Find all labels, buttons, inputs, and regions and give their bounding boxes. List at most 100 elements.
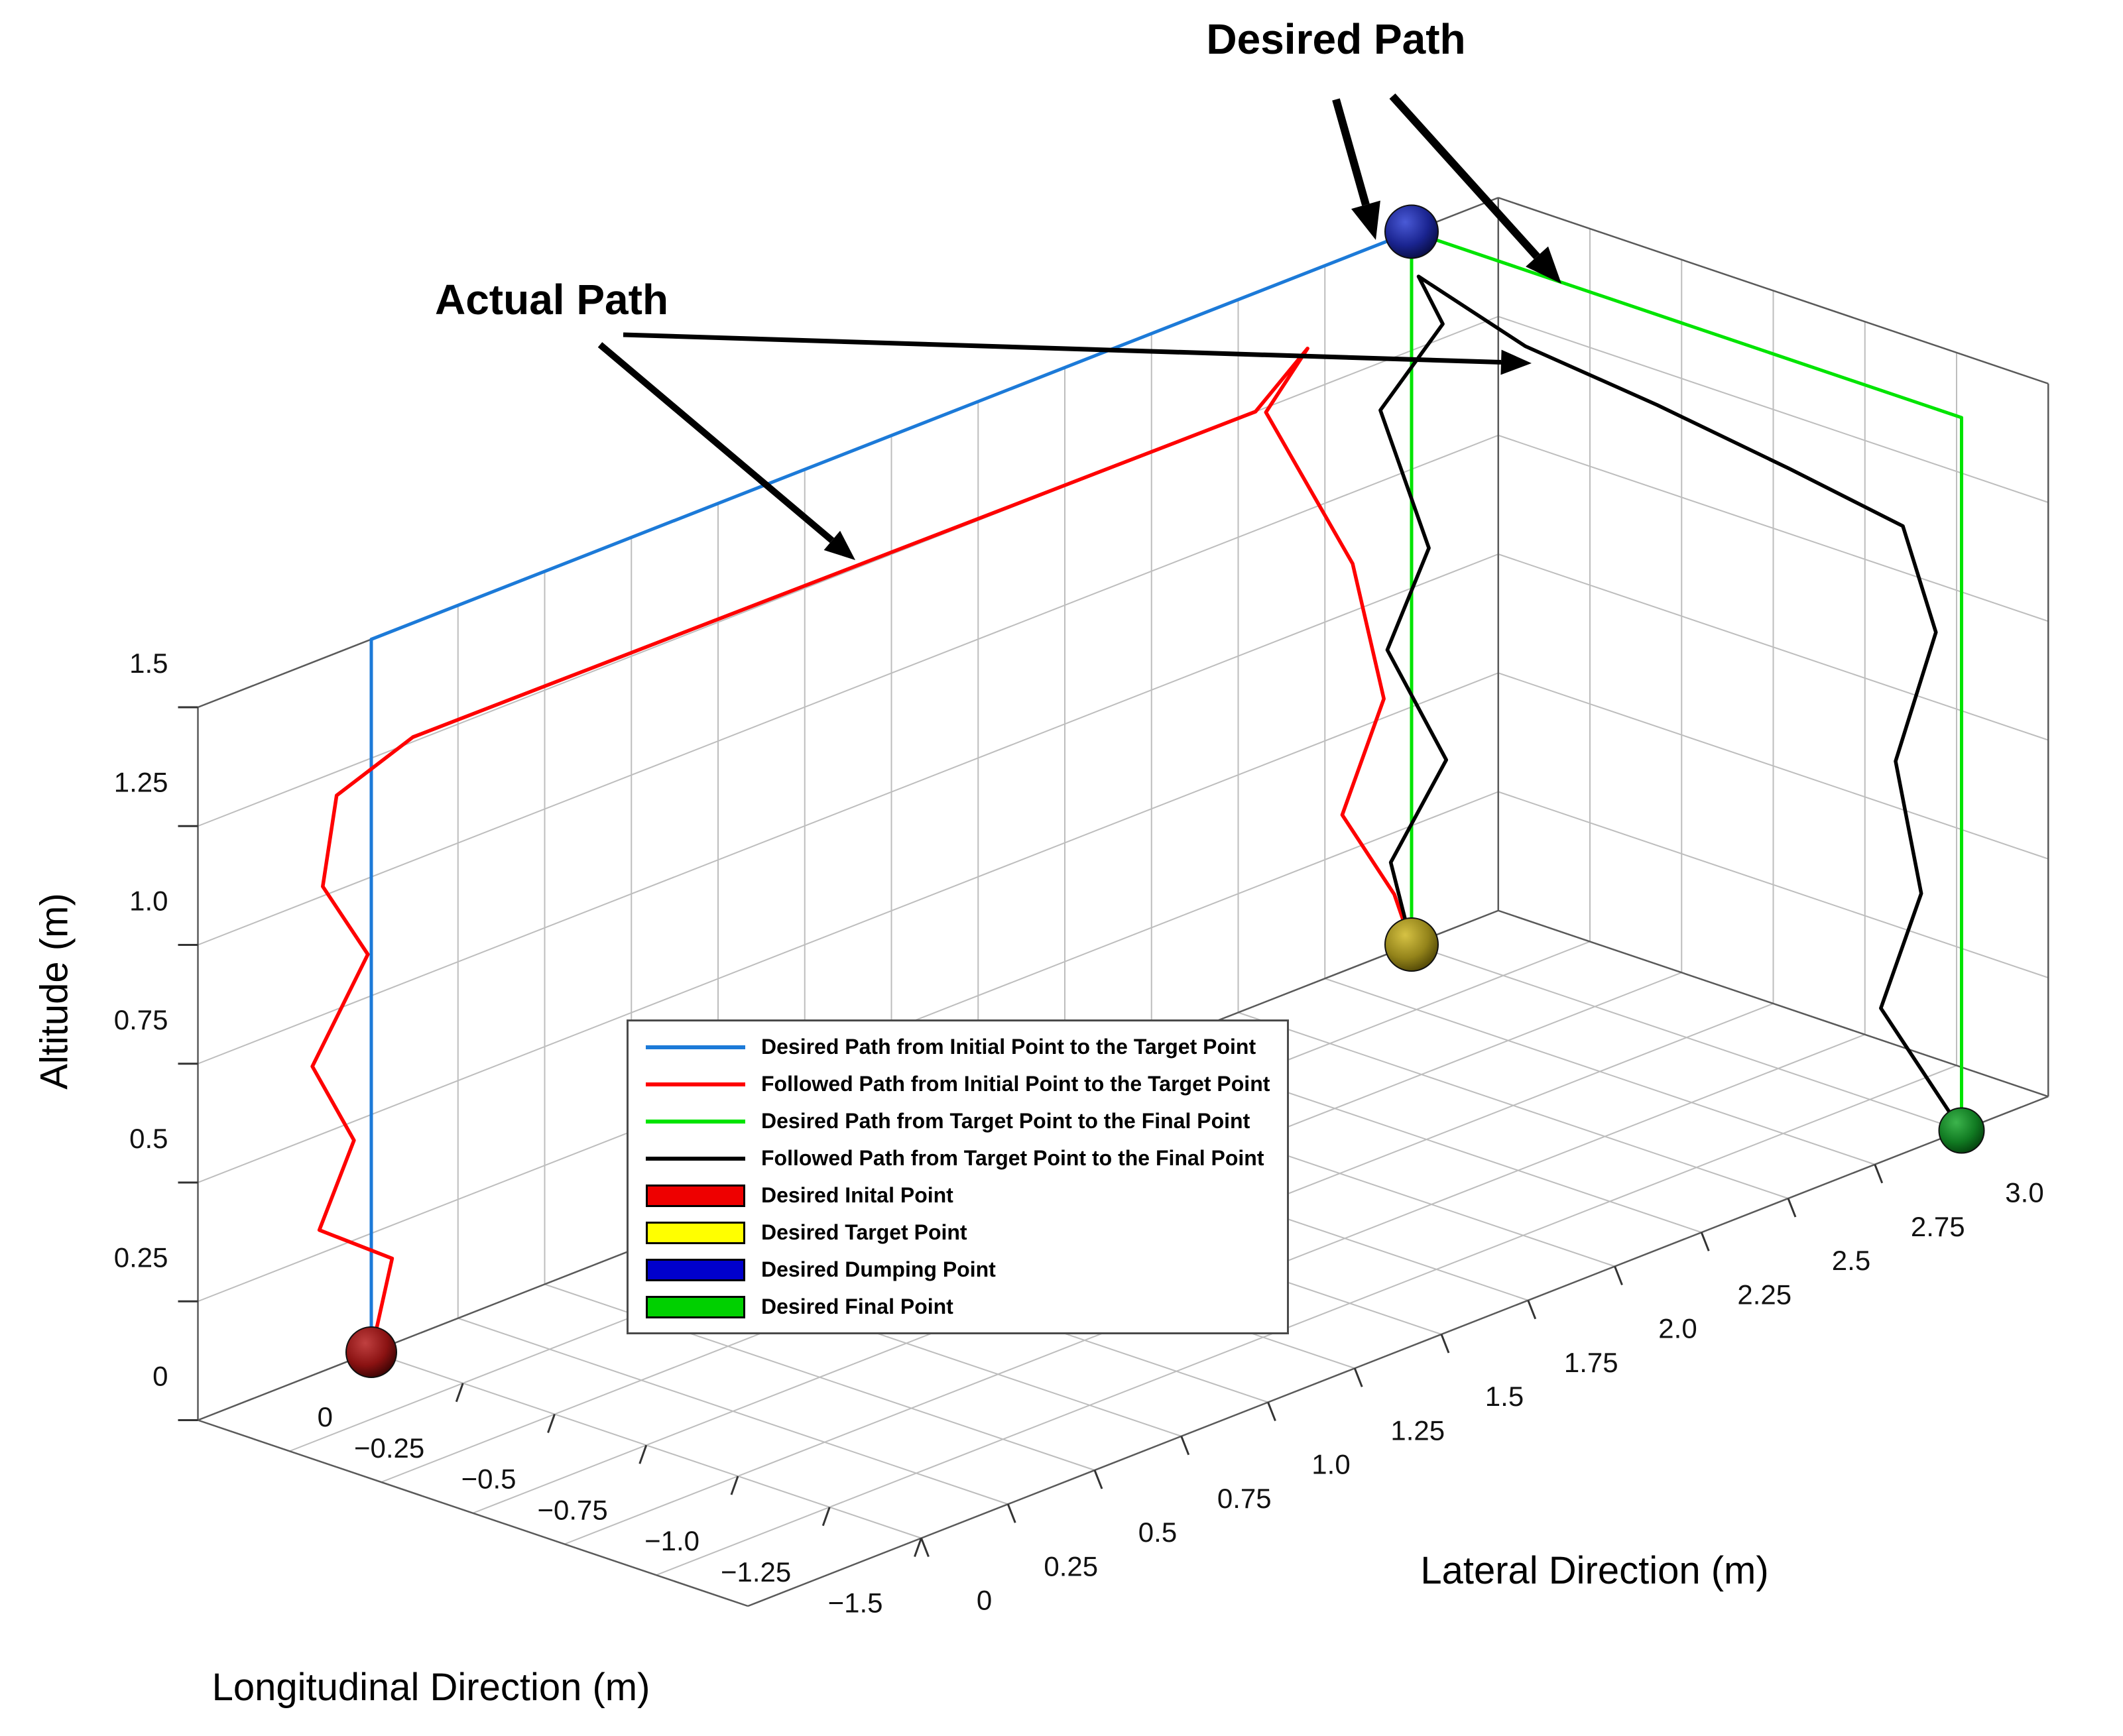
legend-item: Desired Path from Initial Point to the T… — [646, 1035, 1270, 1059]
lateral-tick — [1006, 1503, 1016, 1523]
altitude-tick-label: 1.5 — [129, 648, 168, 679]
lateral-tick — [1353, 1367, 1363, 1387]
annotation-arrow-shaft — [623, 332, 1502, 365]
grid-line — [198, 316, 1499, 827]
legend-swatch-patch — [646, 1221, 745, 1244]
lateral-tick-label: 1.0 — [1311, 1449, 1350, 1480]
annotation-arrow-shaft — [1389, 93, 1540, 260]
lateral-tick — [1874, 1164, 1884, 1184]
legend-swatch-patch — [646, 1258, 745, 1281]
annotation-arrowhead — [1351, 200, 1380, 240]
annotation-arrows — [597, 93, 1561, 560]
altitude-tick-label: 1.0 — [129, 886, 168, 917]
marker-target-point — [1384, 917, 1439, 972]
legend-item-label: Desired Path from Initial Point to the T… — [761, 1035, 1256, 1059]
annotation-arrowhead — [823, 530, 855, 560]
altitude-tick-label: 0.5 — [129, 1123, 168, 1154]
annotation-actual-path: Actual Path — [434, 276, 669, 323]
lateral-tick-label: 1.75 — [1564, 1347, 1618, 1378]
grid — [198, 197, 2049, 1607]
lateral-tick-label: 0.5 — [1138, 1517, 1177, 1548]
series-desired-target-to-final — [1410, 230, 1963, 1132]
grid-line — [1498, 672, 2049, 860]
legend-swatch-line — [646, 1156, 745, 1161]
marker-dumping-point — [1384, 204, 1439, 259]
tick-labels: 0 0.25 0.5 0.75 1.0 1.25 1.5 0 −0.25 −0.5 −0.75 −1.… — [114, 648, 2044, 1619]
series-desired-initial-to-target — [369, 230, 1414, 1354]
longitudinal-tick-label: −1.5 — [828, 1588, 883, 1619]
legend-swatch-line — [646, 1082, 745, 1086]
lateral-tick-label: 3.0 — [2005, 1177, 2043, 1208]
lateral-tick-label: 2.75 — [1911, 1211, 1965, 1242]
longitudinal-tick-label: 0 — [318, 1401, 333, 1432]
legend-item: Desired Path from Target Point to the Fi… — [646, 1109, 1270, 1133]
lateral-tick-label: 1.25 — [1390, 1415, 1445, 1446]
grid-line — [1498, 434, 2049, 622]
lateral-axis-title: Lateral Direction (m) — [1420, 1549, 1769, 1592]
lateral-tick-label: 0.75 — [1217, 1483, 1272, 1514]
longitudinal-tick-label: −0.25 — [354, 1432, 424, 1464]
box-edge — [1498, 909, 2049, 1098]
legend-swatch-patch — [646, 1184, 745, 1207]
altitude-tick-label: 1.25 — [114, 766, 168, 797]
legend-swatch-patch — [646, 1295, 745, 1318]
annotation-arrowhead — [1526, 246, 1561, 284]
longitudinal-tick — [638, 1444, 648, 1464]
lateral-tick-label: 2.5 — [1832, 1245, 1870, 1276]
altitude-tick-label: 0 — [152, 1361, 168, 1392]
altitude-tick-label: 0.25 — [114, 1242, 168, 1273]
legend-item-label: Desired Final Point — [761, 1295, 953, 1318]
longitudinal-tick — [821, 1507, 831, 1527]
altitude-axis-title: Altitude (m) — [32, 893, 76, 1090]
longitudinal-tick — [455, 1383, 464, 1403]
legend-item: Desired Target Point — [646, 1220, 1270, 1245]
lateral-tick-label: 0.25 — [1044, 1550, 1098, 1582]
legend-item: Desired Inital Point — [646, 1183, 1270, 1208]
box-edge — [1498, 197, 2049, 384]
path-series — [310, 230, 1964, 1354]
longitudinal-axis-title: Longitudinal Direction (m) — [212, 1666, 650, 1709]
lateral-tick — [920, 1537, 930, 1558]
legend-item: Desired Dumping Point — [646, 1257, 1270, 1282]
marker-initial-point — [345, 1326, 397, 1378]
annotation-desired-path: Desired Path — [1206, 15, 1466, 63]
legend: Desired Path from Initial Point to the T… — [627, 1019, 1290, 1334]
grid-line — [198, 553, 1499, 1065]
lateral-tick-label: 2.0 — [1658, 1313, 1697, 1344]
longitudinal-tick — [730, 1476, 739, 1495]
annotation-arrow-shaft — [1332, 98, 1370, 206]
longitudinal-tick-label: −1.0 — [644, 1525, 699, 1556]
lateral-tick — [1787, 1198, 1797, 1218]
altitude-tick-label: 0.75 — [114, 1004, 168, 1035]
lateral-tick — [1180, 1436, 1190, 1456]
lateral-tick — [1614, 1265, 1623, 1286]
series-followed-initial-to-target — [310, 346, 1414, 1354]
lateral-tick-label: 0 — [977, 1585, 992, 1616]
box-edge — [747, 1096, 2049, 1607]
legend-item-label: Desired Path from Target Point to the Fi… — [761, 1109, 1250, 1133]
grid-line — [198, 434, 1499, 946]
series-followed-target-to-final — [1378, 274, 1964, 1133]
lateral-tick — [1527, 1300, 1537, 1320]
legend-item: Followed Path from Target Point to the F… — [646, 1146, 1270, 1171]
legend-swatch-line — [646, 1119, 745, 1124]
legend-item-label: Desired Dumping Point — [761, 1257, 996, 1281]
legend-item-label: Followed Path from Initial Point to the … — [761, 1072, 1270, 1096]
longitudinal-tick-label: −0.5 — [461, 1464, 516, 1495]
longitudinal-tick — [914, 1537, 922, 1558]
grid-line — [198, 672, 1499, 1183]
longitudinal-tick — [547, 1413, 556, 1434]
grid-line — [1498, 791, 2049, 978]
lateral-tick — [1093, 1470, 1103, 1489]
lateral-tick — [1440, 1334, 1450, 1354]
legend-item: Desired Final Point — [646, 1295, 1270, 1319]
annotation-arrow-shaft — [597, 342, 835, 544]
longitudinal-tick-label: −1.25 — [721, 1556, 791, 1588]
grid-line — [1498, 316, 2049, 503]
legend-item-label: Desired Target Point — [761, 1220, 967, 1244]
longitudinal-tick-label: −0.75 — [537, 1494, 607, 1525]
point-markers — [345, 204, 1985, 1378]
lateral-tick — [1267, 1401, 1276, 1422]
